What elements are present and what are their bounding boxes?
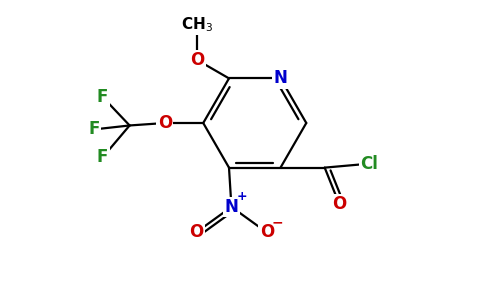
Text: O: O xyxy=(189,224,203,242)
Text: CH$_3$: CH$_3$ xyxy=(181,15,213,34)
Text: Cl: Cl xyxy=(360,155,378,173)
Text: O: O xyxy=(190,51,204,69)
Text: F: F xyxy=(97,88,108,106)
Text: −: − xyxy=(272,216,284,230)
Text: F: F xyxy=(97,148,108,166)
Text: +: + xyxy=(237,190,247,202)
Text: O: O xyxy=(158,114,172,132)
Text: N: N xyxy=(273,69,287,87)
Text: N: N xyxy=(225,198,239,216)
Text: F: F xyxy=(89,120,100,138)
Text: O: O xyxy=(259,224,274,242)
Text: O: O xyxy=(333,195,347,213)
